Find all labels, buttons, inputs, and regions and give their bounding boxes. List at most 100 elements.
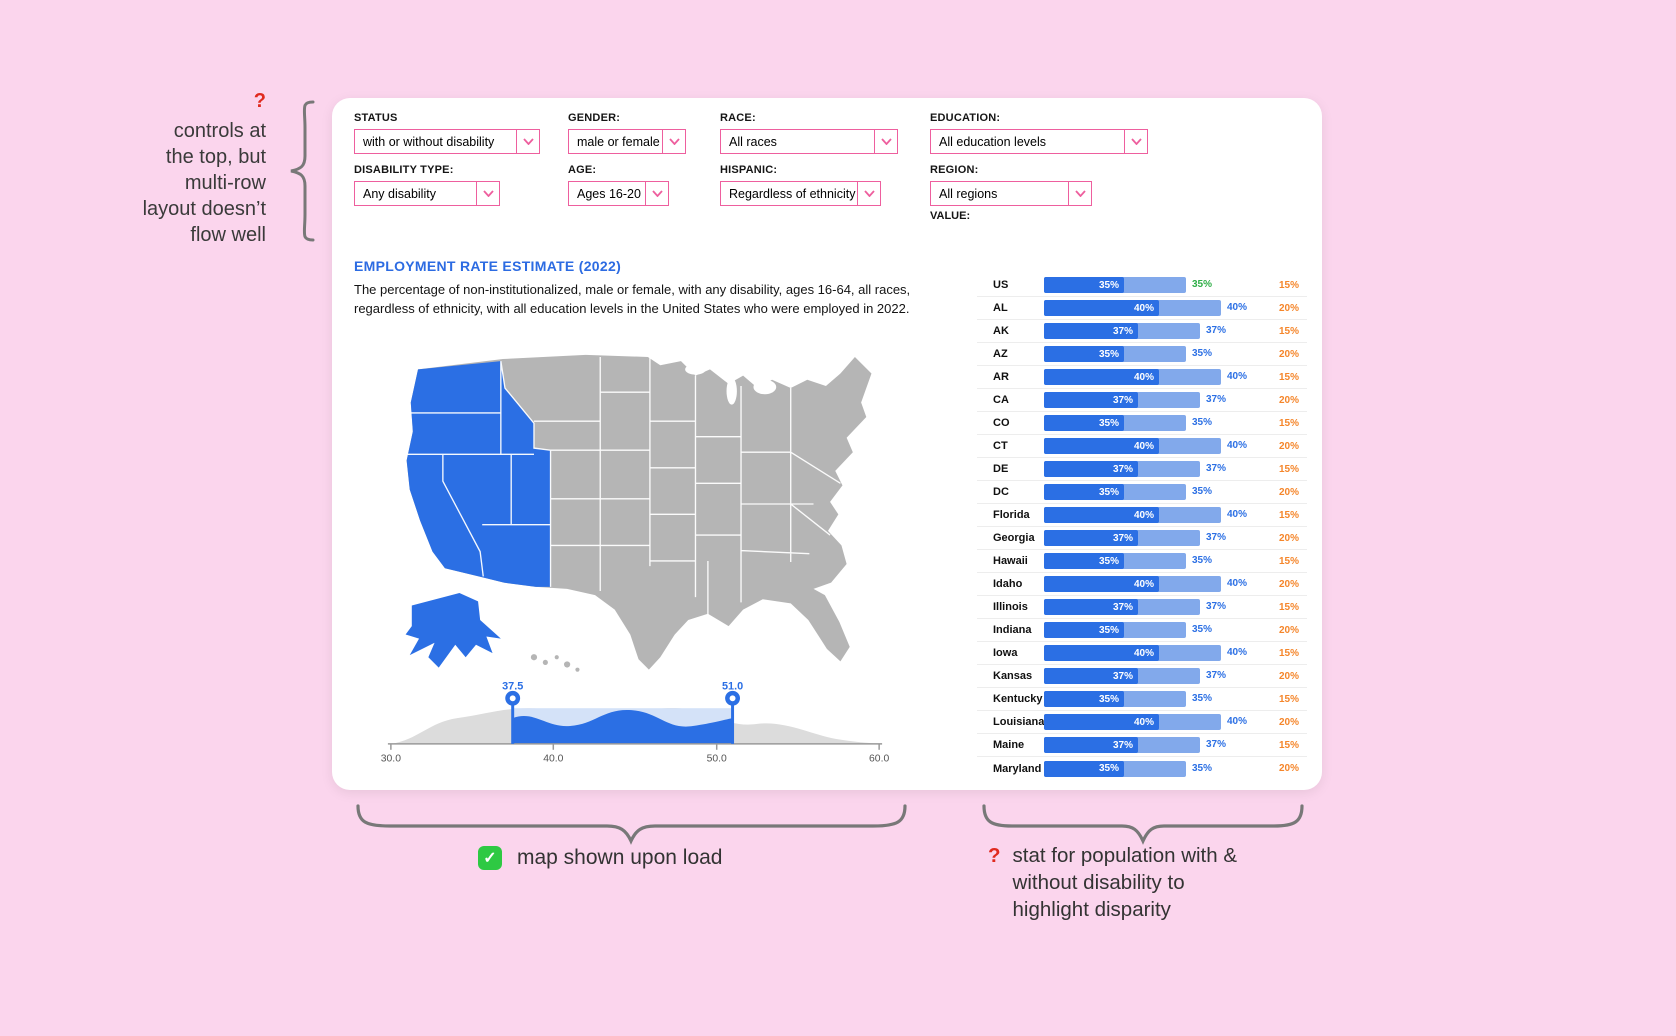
state-label: Idaho bbox=[993, 578, 1023, 590]
dropdown[interactable]: Regardless of ethnicity bbox=[720, 181, 881, 206]
chevron-down-icon[interactable] bbox=[476, 182, 499, 205]
table-row: Iowa 40% 40% 15% bbox=[977, 642, 1307, 665]
alaska-region[interactable] bbox=[405, 593, 501, 668]
question-marker: ? bbox=[253, 90, 266, 112]
filter-race: RACE: All races bbox=[720, 112, 898, 154]
disparity-value: 20% bbox=[1278, 440, 1299, 452]
state-label: Kansas bbox=[993, 670, 1033, 682]
us-choropleth-map[interactable] bbox=[370, 328, 905, 680]
bar-track: 40% 40% bbox=[1044, 369, 1265, 385]
filter-label: AGE: bbox=[568, 164, 597, 176]
state-bar-list: US 35% 35% 15% AL 40% 40% 20% AK 37% 37% 15% AZ 35% 35… bbox=[977, 274, 1307, 780]
bar-track: 37% 37% bbox=[1044, 323, 1265, 339]
table-row: Indiana 35% 35% 20% bbox=[977, 619, 1307, 642]
map-highlighted-west-region[interactable] bbox=[406, 361, 551, 587]
state-label: AL bbox=[993, 302, 1008, 314]
bar-value-primary: 37% bbox=[1112, 601, 1133, 613]
annotation-controls-text: controls at the top, but multi-row layout d… bbox=[142, 120, 266, 246]
map-underbrace bbox=[356, 804, 907, 845]
chevron-down-icon[interactable] bbox=[857, 182, 880, 205]
bar-track: 37% 37% bbox=[1044, 461, 1265, 477]
bar-value-primary: 35% bbox=[1098, 693, 1119, 705]
state-label: Illinois bbox=[993, 601, 1028, 613]
bar-track: 40% 40% bbox=[1044, 645, 1265, 661]
table-row: Maine 37% 37% 15% bbox=[977, 734, 1307, 757]
bar-value-secondary: 35% bbox=[1192, 693, 1213, 704]
bars-underbrace bbox=[982, 804, 1304, 845]
chevron-down-icon[interactable] bbox=[516, 130, 539, 153]
dropdown[interactable]: Any disability bbox=[354, 181, 500, 206]
value-label: VALUE: bbox=[930, 210, 971, 222]
table-row: CA 37% 37% 20% bbox=[977, 389, 1307, 412]
annotation-controls: ? controls at the top, but multi-row layout… bbox=[100, 88, 266, 248]
dropdown[interactable]: with or without disability bbox=[354, 129, 540, 154]
tick-label: 30.0 bbox=[381, 754, 401, 765]
bar-value-primary: 37% bbox=[1112, 394, 1133, 406]
bar-value-primary: 37% bbox=[1112, 532, 1133, 544]
bar-value-secondary: 37% bbox=[1206, 601, 1227, 612]
dropdown[interactable]: All races bbox=[720, 129, 898, 154]
bar-value-secondary: 37% bbox=[1206, 670, 1227, 681]
disparity-value: 15% bbox=[1278, 693, 1299, 705]
bar-value-secondary: 37% bbox=[1206, 739, 1227, 750]
dropdown[interactable]: Ages 16-20 bbox=[568, 181, 669, 206]
dropdown-selected-value: with or without disability bbox=[363, 134, 495, 149]
chevron-down-icon[interactable] bbox=[645, 182, 668, 205]
bar-with-disability: 35% bbox=[1044, 277, 1124, 293]
bar-value-secondary: 40% bbox=[1227, 716, 1248, 727]
bar-with-disability: 40% bbox=[1044, 300, 1159, 316]
chevron-down-icon[interactable] bbox=[662, 130, 685, 153]
bar-value-secondary: 37% bbox=[1206, 394, 1227, 405]
disparity-value: 15% bbox=[1278, 647, 1299, 659]
dropdown[interactable]: All education levels bbox=[930, 129, 1148, 154]
bar-with-disability: 37% bbox=[1044, 668, 1138, 684]
bar-value-secondary: 40% bbox=[1227, 509, 1248, 520]
bar-value-secondary: 40% bbox=[1227, 578, 1248, 589]
state-label: Iowa bbox=[993, 647, 1018, 659]
disparity-value: 15% bbox=[1278, 371, 1299, 383]
bar-with-disability: 35% bbox=[1044, 760, 1124, 777]
bar-value-secondary: 40% bbox=[1227, 371, 1248, 382]
state-label: Maryland bbox=[993, 762, 1042, 775]
table-row: Illinois 37% 37% 15% bbox=[977, 596, 1307, 619]
table-row: AK 37% 37% 15% bbox=[977, 320, 1307, 343]
dropdown-selected-value: All races bbox=[729, 134, 777, 149]
annotation-map-text: map shown upon load bbox=[517, 846, 723, 869]
table-row: Hawaii 35% 35% 15% bbox=[977, 550, 1307, 573]
bar-with-disability: 35% bbox=[1044, 415, 1124, 431]
bar-value-secondary: 35% bbox=[1192, 348, 1213, 359]
bar-value-secondary: 37% bbox=[1206, 463, 1227, 474]
bar-track: 40% 40% bbox=[1044, 714, 1265, 730]
bar-with-disability: 40% bbox=[1044, 645, 1159, 661]
bar-value-secondary: 35% bbox=[1192, 417, 1213, 428]
dropdown[interactable]: male or female bbox=[568, 129, 686, 154]
tick-label: 40.0 bbox=[543, 754, 563, 765]
viz-description: The percentage of non-institutionalized,… bbox=[354, 282, 911, 316]
bar-value-secondary: 35% bbox=[1192, 279, 1213, 290]
bar-value-primary: 40% bbox=[1133, 440, 1154, 452]
chevron-down-icon[interactable] bbox=[1068, 182, 1091, 205]
state-label: DE bbox=[993, 463, 1009, 475]
bar-value-primary: 35% bbox=[1098, 763, 1119, 774]
bar-value-primary: 37% bbox=[1112, 463, 1133, 475]
selected-density-area bbox=[512, 710, 733, 744]
filter-label: RACE: bbox=[720, 112, 756, 124]
table-row: Idaho 40% 40% 20% bbox=[977, 573, 1307, 596]
hawaii-region[interactable] bbox=[530, 654, 580, 672]
filter-label: REGION: bbox=[930, 164, 979, 176]
chevron-down-icon[interactable] bbox=[874, 130, 897, 153]
disparity-value: 20% bbox=[1278, 716, 1299, 728]
bar-with-disability: 40% bbox=[1044, 507, 1159, 523]
slider-handle-min[interactable]: 37.5 bbox=[502, 682, 523, 744]
bar-with-disability: 37% bbox=[1044, 530, 1138, 546]
chevron-down-icon[interactable] bbox=[1124, 130, 1147, 153]
table-row: DE 37% 37% 15% bbox=[977, 458, 1307, 481]
bar-track: 37% 37% bbox=[1044, 530, 1265, 546]
dropdown[interactable]: All regions bbox=[930, 181, 1092, 206]
bar-value-secondary: 35% bbox=[1192, 555, 1213, 566]
bar-value-primary: 35% bbox=[1098, 279, 1119, 291]
slider-handle-max[interactable]: 51.0 bbox=[722, 682, 743, 744]
left-brace bbox=[290, 100, 315, 242]
disparity-value: 15% bbox=[1278, 325, 1299, 337]
dropdown-selected-value: Ages 16-20 bbox=[577, 186, 641, 201]
